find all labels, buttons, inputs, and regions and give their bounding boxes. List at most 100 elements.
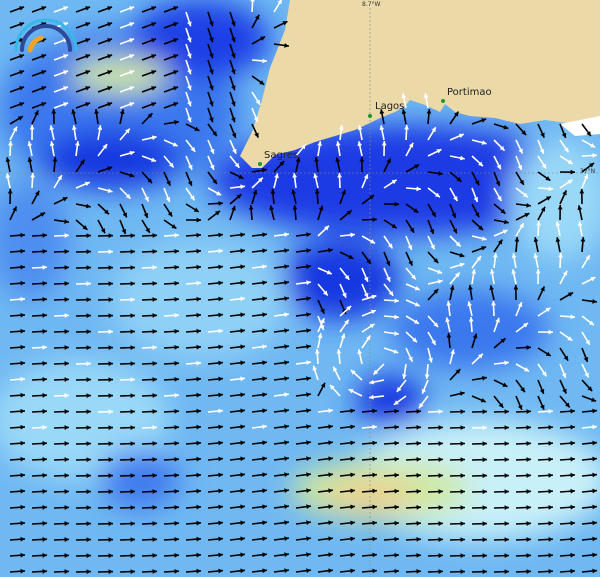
current-arrow (163, 187, 171, 203)
current-arrow (405, 235, 413, 251)
current-arrow (449, 505, 466, 511)
current-arrow (383, 408, 400, 414)
current-arrow (537, 363, 548, 377)
current-arrow (581, 379, 593, 392)
current-arrow (418, 395, 429, 409)
current-arrow (537, 568, 554, 574)
current-arrow (537, 520, 554, 526)
current-arrow (515, 139, 524, 154)
current-arrow (449, 473, 466, 479)
current-arrow (559, 456, 576, 462)
portimao-marker[interactable] (441, 99, 445, 103)
current-arrow (471, 375, 487, 381)
current-arrow (97, 54, 113, 61)
current-arrow (75, 457, 92, 463)
current-arrow (471, 425, 488, 431)
current-arrow (515, 489, 532, 494)
current-arrow (581, 315, 595, 326)
current-arrow (53, 70, 69, 77)
current-arrow (141, 441, 158, 446)
current-arrow (185, 408, 202, 414)
current-arrow (119, 233, 136, 239)
current-arrow (229, 248, 245, 254)
current-arrow (383, 536, 400, 542)
current-arrow (339, 319, 350, 333)
current-arrow (141, 489, 158, 494)
current-arrow (207, 232, 224, 238)
current-arrow (335, 141, 341, 157)
current-arrow (163, 171, 171, 186)
current-arrow (515, 345, 532, 350)
current-arrow (207, 139, 215, 155)
current-arrow (471, 441, 488, 447)
sagres-marker[interactable] (258, 162, 262, 166)
current-arrow (97, 409, 114, 415)
current-arrow (383, 552, 400, 558)
current-arrow (471, 489, 488, 495)
current-arrow (515, 363, 530, 373)
current-arrow (515, 322, 529, 333)
current-arrow (537, 440, 554, 446)
current-arrow (369, 394, 385, 400)
current-arrow (361, 520, 378, 526)
current-arrow (312, 365, 319, 381)
current-arrow (449, 425, 466, 431)
current-arrow (163, 22, 179, 29)
current-arrow (185, 43, 192, 59)
current-arrow (515, 171, 525, 186)
current-arrow (229, 360, 245, 366)
current-arrow (31, 70, 47, 77)
current-arrow (97, 457, 114, 463)
current-arrow (404, 124, 409, 141)
current-arrow (471, 353, 484, 365)
current-arrow (163, 456, 180, 462)
current-arrow (361, 267, 369, 283)
current-arrow (339, 568, 355, 574)
current-arrow (515, 457, 532, 462)
current-arrow (97, 70, 113, 77)
current-arrow (339, 283, 347, 299)
current-arrow (427, 203, 437, 218)
current-arrow (119, 22, 135, 29)
current-arrow (383, 456, 400, 462)
current-arrow (471, 203, 480, 218)
current-arrow (251, 536, 267, 542)
current-arrow (251, 75, 265, 86)
lagos-marker[interactable] (368, 114, 372, 118)
current-arrow (468, 316, 474, 333)
current-arrow (336, 348, 342, 365)
current-arrow (141, 425, 158, 430)
current-arrow (207, 280, 224, 286)
current-arrow (471, 333, 478, 349)
current-arrow (515, 212, 530, 221)
current-arrow (317, 299, 325, 314)
current-arrow (339, 209, 353, 221)
current-arrow (31, 361, 48, 366)
current-arrow (163, 70, 179, 77)
current-arrow (492, 253, 498, 269)
current-arrow (9, 360, 26, 366)
current-arrow (207, 328, 224, 334)
current-arrow (97, 505, 114, 511)
current-arrow (229, 376, 245, 382)
current-arrow (273, 520, 289, 526)
current-arrow (141, 135, 157, 141)
current-arrow (314, 188, 320, 205)
current-arrow (427, 251, 439, 264)
current-arrow (493, 521, 510, 527)
current-arrow (141, 313, 158, 318)
current-arrow (229, 440, 245, 446)
current-arrow (467, 301, 473, 317)
current-arrow (185, 488, 202, 494)
current-arrow (251, 376, 267, 382)
current-arrow (31, 345, 48, 350)
current-arrow (493, 505, 510, 511)
current-arrow (317, 408, 333, 414)
current-arrow (471, 505, 488, 511)
current-arrow (75, 219, 88, 231)
current-arrow (9, 424, 26, 430)
current-arrow (229, 59, 236, 75)
current-arrow (468, 285, 473, 301)
current-arrow (559, 488, 576, 494)
